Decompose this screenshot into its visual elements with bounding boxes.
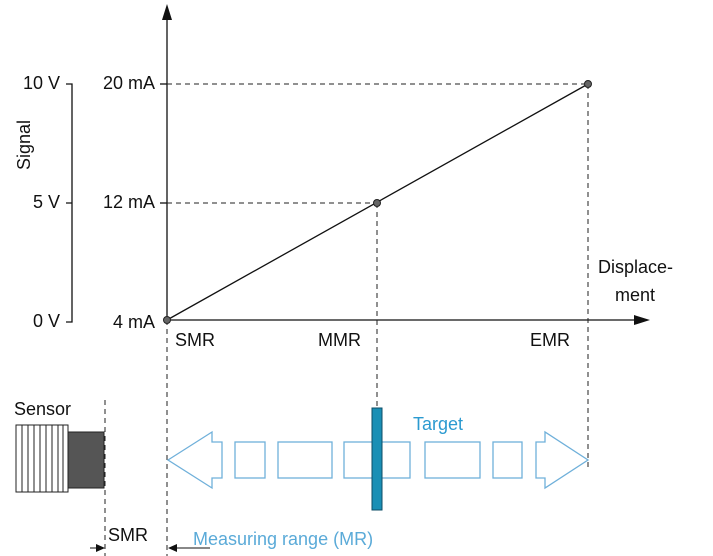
- range-label: Measuring range (MR): [193, 529, 373, 549]
- point: [163, 316, 171, 324]
- voltage-tick: 0 V: [33, 311, 60, 331]
- voltage-tick: 5 V: [33, 192, 60, 212]
- y-axis-arrow: [162, 4, 172, 20]
- sensor-label: Sensor: [14, 399, 71, 419]
- point: [584, 80, 592, 88]
- voltage-tick: 10 V: [23, 73, 60, 93]
- offset-label: SMR: [108, 525, 148, 545]
- current-tick: 12 mA: [103, 192, 155, 212]
- position-label: SMR: [175, 330, 215, 350]
- position-label: MMR: [318, 330, 361, 350]
- sensor: [15, 424, 105, 493]
- target: [371, 407, 383, 511]
- point: [373, 199, 381, 207]
- target-label: Target: [413, 414, 463, 434]
- voltage-bracket: [66, 83, 73, 323]
- x-label: Displace-: [598, 257, 673, 277]
- y-label: Signal: [14, 120, 34, 170]
- current-tick: 4 mA: [113, 312, 155, 332]
- x-label: ment: [615, 285, 655, 305]
- current-tick: 20 mA: [103, 73, 155, 93]
- x-axis-arrow: [634, 315, 650, 325]
- offset-arrows: [90, 544, 210, 552]
- position-label: EMR: [530, 330, 570, 350]
